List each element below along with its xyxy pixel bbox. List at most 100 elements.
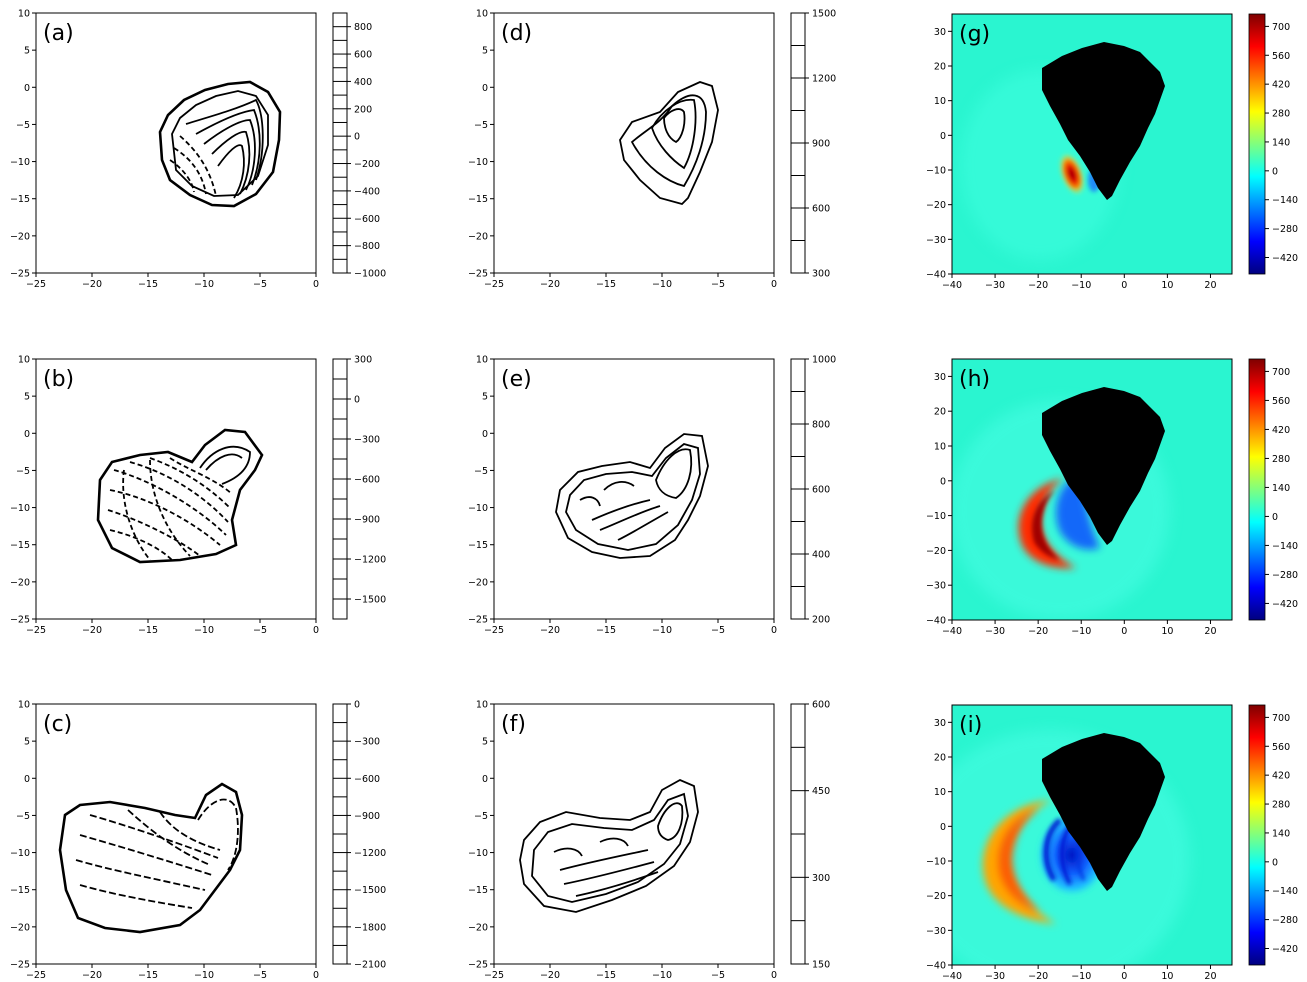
colorbar-tick-label: −900 [354,811,380,822]
x-tick-label: −10 [652,279,672,290]
x-axis: −25 −20 −15 −10 −5 0 [484,273,777,290]
island-shape [1042,387,1165,545]
contour-line [169,457,233,495]
y-tick-label: 0 [940,476,946,487]
plot-frame [951,704,1233,966]
colorbar-tick-label: 140 [1272,137,1290,148]
y-tick-label: 5 [482,737,488,748]
contour-line [203,119,256,191]
y-tick-label: −30 [926,235,946,246]
x-tick-label: −30 [985,626,1005,637]
x-axis: −25 −20 −15 −10 −5 0 [26,619,319,636]
colorbar-tick-label: −1200 [354,555,386,566]
y-tick-label: −40 [926,961,946,972]
colorbar-tick-label: −600 [354,774,380,785]
y-tick-label: 20 [934,407,946,418]
panel-a: (a) −25 −20 −15 −10 −5 0 −25 −20 −15 −10 −5 0 5 10 −… [10,9,386,291]
contour-line [599,505,661,531]
contour-line [619,81,719,206]
x-tick-label: −20 [1028,971,1048,982]
colorbar-tick-label: 420 [1272,425,1290,436]
contour-line [127,809,211,866]
colorbar-tick-label: −280 [1272,570,1298,581]
colorbar-tick-label: 560 [1272,51,1290,62]
colorbar-tick-label: 600 [354,50,372,61]
colorbar-tick-label: 150 [812,960,830,971]
y-tick-label: 10 [18,9,30,20]
x-tick-label: −10 [652,625,672,636]
x-tick-label: −40 [942,280,962,291]
y-tick-label: −5 [474,120,488,131]
panel-label: (c) [43,712,72,737]
contour-line [109,489,221,546]
colorbar-tick-label: 900 [812,139,830,150]
contour-line [197,798,239,871]
colorbar-tick-label: 700 [1272,367,1290,378]
contour-line [663,108,686,144]
colorbar-tick-label: 800 [354,22,372,33]
x-tick-label: −20 [540,625,560,636]
positive-anomaly-core [998,808,1040,912]
colorbar: 200 400 600 800 1000 [790,355,836,626]
contour-line [555,433,709,559]
contour-outer [158,80,282,208]
colorbar-tick-label: −800 [354,241,380,252]
x-axis: −25 −20 −15 −10 −5 0 [484,619,777,636]
colorbar-tick-label: 450 [812,786,830,797]
y-tick-label: −20 [468,577,488,588]
x-tick-label: −25 [484,279,504,290]
x-tick-label: −10 [1071,971,1091,982]
y-axis: −25 −20 −15 −10 −5 0 5 10 [468,9,494,280]
contour-line [575,871,659,897]
y-tick-label: −5 [16,811,30,822]
positive-anomaly [982,800,1056,924]
x-tick-label: −20 [540,970,560,981]
x-axis: −25 −20 −15 −10 −5 0 [484,964,777,981]
x-tick-label: −5 [711,970,725,981]
y-tick-label: −40 [926,616,946,627]
x-tick-label: −20 [540,279,560,290]
y-tick-label: −20 [926,200,946,211]
contour-line [655,448,693,499]
x-axis: −25 −20 −15 −10 −5 0 [26,964,319,981]
contour-line [149,459,191,557]
colorbar-tick-label: 300 [812,269,830,280]
colorbar-tick-label: 0 [354,395,360,406]
plot-frame [493,703,775,965]
y-tick-label: 5 [24,46,30,57]
panel-label: (b) [43,367,74,392]
colorbar-tick-label: −600 [354,214,380,225]
positive-anomaly [1059,152,1085,196]
colorbar: −420 −280 −140 0 140 280 420 560 700 [1248,704,1298,966]
y-tick-label: −10 [468,157,488,168]
y-tick-label: −30 [926,926,946,937]
colorbar-tick-label: 200 [354,104,372,115]
y-tick-label: 0 [24,83,30,94]
colorbar-tick-label: −1200 [354,848,386,859]
colorbar-tick-label: 300 [354,355,372,366]
x-tick-label: 0 [313,970,319,981]
contour-line [171,90,269,197]
x-tick-label: −25 [484,625,504,636]
y-tick-label: −15 [10,194,30,205]
panel-b: (b) −25 −20 −15 −10 −5 0 −25 −20 −15 −10 −5 0 5 10 −… [10,355,386,637]
x-tick-label: −25 [26,625,46,636]
x-tick-label: −5 [711,279,725,290]
plot-frame [493,358,775,620]
contour-outer [96,428,264,564]
panel-label: (g) [959,22,990,47]
x-tick-label: −25 [26,970,46,981]
y-tick-label: 5 [24,737,30,748]
x-tick-label: −15 [138,279,158,290]
y-tick-label: 20 [934,62,946,73]
contour-line [553,847,583,857]
panel-c: (c) −25 −20 −15 −10 −5 0 −25 −20 −15 −10 −5 0 5 10 −… [10,700,386,982]
x-tick-label: −10 [194,625,214,636]
y-tick-label: −25 [10,269,30,280]
y-tick-label: −10 [10,848,30,859]
y-tick-label: −10 [468,503,488,514]
colorbar-tick-label: 560 [1272,396,1290,407]
x-tick-label: −20 [82,970,102,981]
colorbar-tick-label: 280 [1272,454,1290,465]
